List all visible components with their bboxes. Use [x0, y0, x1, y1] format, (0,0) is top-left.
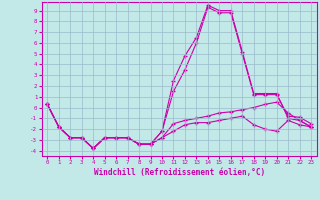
X-axis label: Windchill (Refroidissement éolien,°C): Windchill (Refroidissement éolien,°C) [94, 168, 265, 177]
